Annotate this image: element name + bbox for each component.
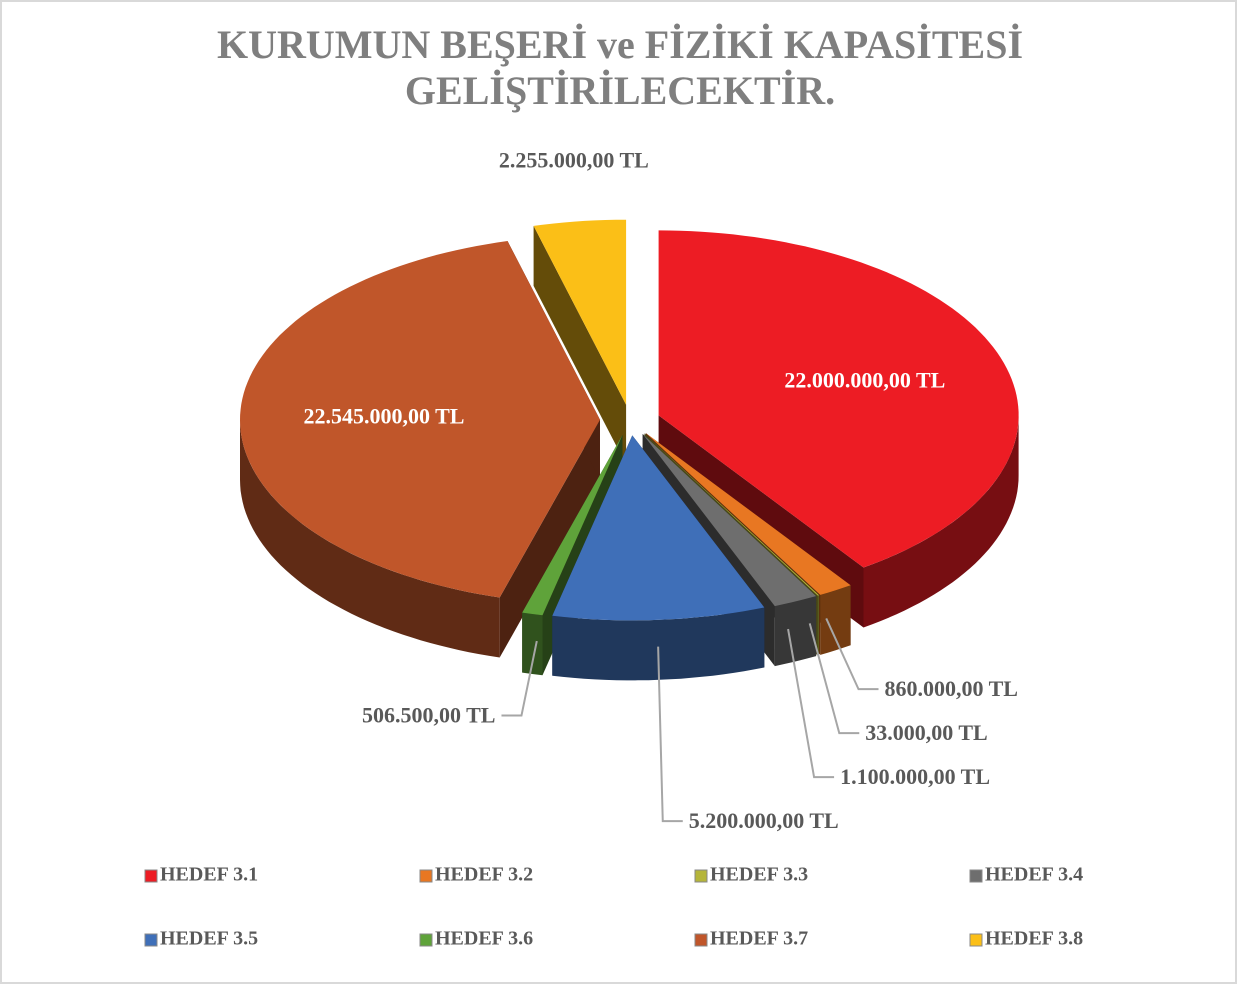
slice bbox=[642, 434, 817, 607]
slice-side bbox=[820, 585, 851, 655]
legend-marker bbox=[419, 933, 433, 947]
slice bbox=[522, 434, 623, 616]
legend-marker bbox=[144, 933, 158, 947]
slice-side bbox=[774, 596, 817, 667]
legend-marker bbox=[969, 869, 983, 883]
chart-title: GELİŞTİRİLECEKTİR. bbox=[405, 68, 835, 113]
slice bbox=[645, 433, 851, 595]
data-label: 860.000,00 TL bbox=[885, 676, 1018, 701]
legend-marker bbox=[419, 869, 433, 883]
slice-side bbox=[817, 595, 819, 656]
data-label: 2.255.000,00 TL bbox=[499, 147, 649, 172]
leader-line bbox=[657, 646, 683, 823]
slice-side bbox=[240, 419, 500, 658]
slice-wall bbox=[533, 225, 627, 465]
legend-label: HEDEF 3.1 bbox=[160, 864, 258, 886]
chart-title: KURUMUN BEŞERİ ve FİZİKİ KAPASİTESİ bbox=[217, 22, 1023, 67]
legend-marker bbox=[694, 933, 708, 947]
legend-label: HEDEF 3.8 bbox=[985, 928, 1083, 950]
slice-side bbox=[863, 415, 1019, 628]
data-label: 22.000.000,00 TL bbox=[784, 367, 945, 392]
leader-line bbox=[825, 617, 879, 691]
slice bbox=[658, 230, 1019, 568]
slice bbox=[552, 435, 765, 621]
slice bbox=[644, 433, 819, 596]
slice bbox=[240, 241, 600, 598]
data-label: 22.545.000,00 TL bbox=[304, 404, 465, 429]
data-label: 33.000,00 TL bbox=[865, 720, 987, 745]
legend-label: HEDEF 3.7 bbox=[710, 928, 808, 950]
leader-line bbox=[501, 640, 538, 717]
legend-label: HEDEF 3.2 bbox=[435, 864, 533, 886]
slice bbox=[533, 219, 627, 405]
data-label: 5.200.000,00 TL bbox=[689, 808, 839, 833]
legend-marker bbox=[694, 869, 708, 883]
slice-side bbox=[552, 607, 765, 681]
data-label: 1.100.000,00 TL bbox=[840, 764, 990, 789]
slice-side bbox=[522, 612, 543, 676]
leader-line bbox=[808, 623, 860, 735]
legend-marker bbox=[144, 869, 158, 883]
slice-wall bbox=[522, 434, 623, 673]
legend-label: HEDEF 3.3 bbox=[710, 864, 808, 886]
pie bbox=[240, 219, 1019, 681]
legend-label: HEDEF 3.5 bbox=[160, 928, 258, 950]
legend-label: HEDEF 3.4 bbox=[985, 864, 1083, 886]
leader-line bbox=[787, 628, 835, 779]
legend-label: HEDEF 3.6 bbox=[435, 928, 533, 950]
legend-marker bbox=[969, 933, 983, 947]
slice-wall bbox=[499, 419, 600, 658]
data-label: 506.500,00 TL bbox=[362, 703, 495, 728]
